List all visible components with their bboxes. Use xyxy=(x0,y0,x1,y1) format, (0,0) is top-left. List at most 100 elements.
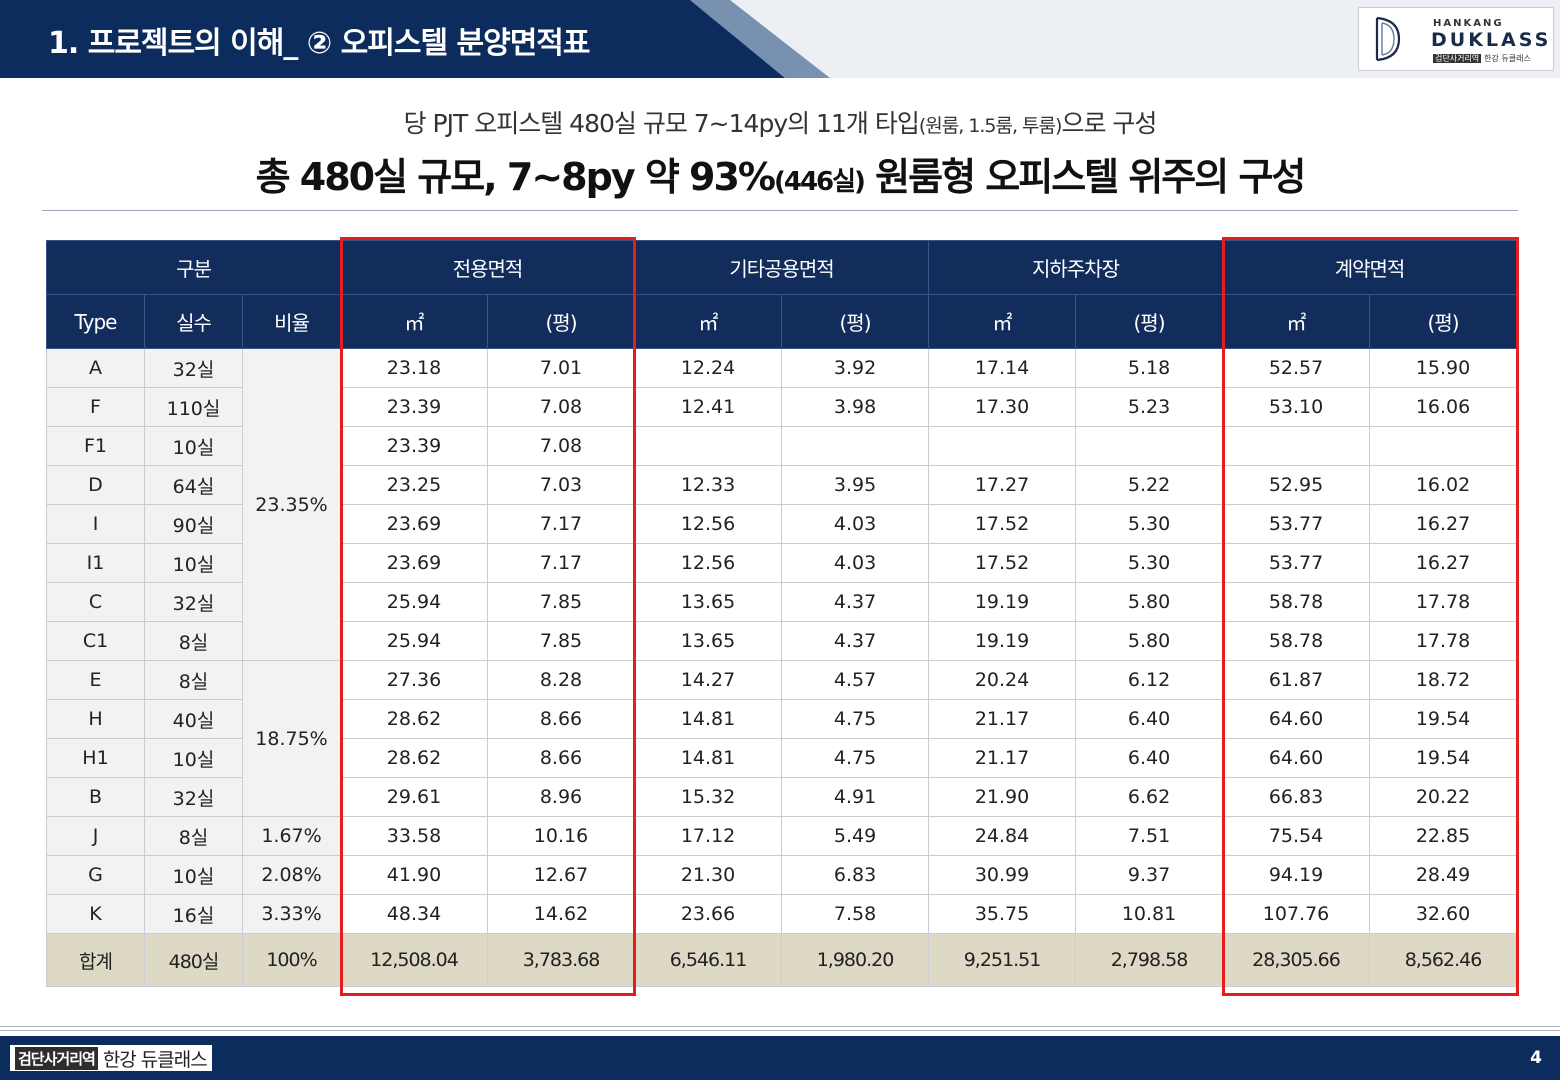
table-cell: F1 xyxy=(46,426,145,466)
table-cell: 16실 xyxy=(144,894,243,934)
total-cell: 합계 xyxy=(46,933,145,987)
table-group-header: 구분 전용면적 기타공용면적 지하주차장 계약면적 xyxy=(46,240,1518,295)
table-cell: G xyxy=(46,855,145,895)
table-cell: 5.80 xyxy=(1075,582,1224,622)
table-cell: 21.30 xyxy=(634,855,783,895)
summary-line-2: 총 480실 규모, 7~8py 약 93%(446실) 원룸형 오피스텔 위주… xyxy=(255,155,1307,199)
table-cell: 5.22 xyxy=(1075,465,1224,505)
total-cell: 1,980.20 xyxy=(781,933,930,987)
footer-bar xyxy=(0,1036,1560,1080)
table-cell: 15.32 xyxy=(634,777,783,817)
table-cell: E xyxy=(46,660,145,700)
table-cell: 64.60 xyxy=(1222,738,1371,778)
table-cell: 15.90 xyxy=(1369,348,1518,388)
table-cell: 14.27 xyxy=(634,660,783,700)
table-cell: B xyxy=(46,777,145,817)
total-cell: 100% xyxy=(242,933,341,987)
table-cell: 8실 xyxy=(144,621,243,661)
table-cell: 4.37 xyxy=(781,621,930,661)
table-cell: 64실 xyxy=(144,465,243,505)
table-cell: 23.18 xyxy=(340,348,488,388)
table-row: H 40실 28.62 8.66 14.81 4.75 21.17 6.40 64.60 19.5… xyxy=(46,699,1518,739)
table-cell: 10실 xyxy=(144,855,243,895)
total-cell: 6,546.11 xyxy=(634,933,783,987)
table-row: F 110실 23.39 7.08 12.41 3.98 17.30 5.23 53.10 16.… xyxy=(46,387,1518,427)
column-header: 실수 xyxy=(144,294,243,349)
table-cell: 23.39 xyxy=(340,387,488,427)
table-cell: 5.49 xyxy=(781,816,930,856)
table-cell: 10.16 xyxy=(486,816,636,856)
table-cell: C1 xyxy=(46,621,145,661)
group-header: 계약면적 xyxy=(1222,240,1518,295)
ratio-cell: 23.35% xyxy=(242,348,341,661)
table-cell: 17.78 xyxy=(1369,582,1518,622)
table-cell: 35.75 xyxy=(928,894,1077,934)
table-cell: 23.25 xyxy=(340,465,488,505)
table-row: K 16실 3.33% 48.34 14.62 23.66 7.58 35.75 10.81 10… xyxy=(46,894,1518,934)
table-cell: 5.23 xyxy=(1075,387,1224,427)
table-cell: 12.41 xyxy=(634,387,783,427)
table-cell: 13.65 xyxy=(634,582,783,622)
table-row: F1 10실 23.39 7.08 xyxy=(46,426,1518,466)
table-cell: 19.54 xyxy=(1369,738,1518,778)
table-cell: 10실 xyxy=(144,738,243,778)
ratio-cell: 2.08% xyxy=(242,855,341,895)
table-cell: I xyxy=(46,504,145,544)
table-cell: 12.24 xyxy=(634,348,783,388)
table-cell: 20.22 xyxy=(1369,777,1518,817)
table-cell: 48.34 xyxy=(340,894,488,934)
table-cell: 17.27 xyxy=(928,465,1077,505)
table-cell: 5.30 xyxy=(1075,504,1224,544)
logo-main-text: DUKLASS xyxy=(1431,29,1552,51)
table-cell: 17.14 xyxy=(928,348,1077,388)
table-cell: 3.98 xyxy=(781,387,930,427)
table-cell: I1 xyxy=(46,543,145,583)
table-row: I1 10실 23.69 7.17 12.56 4.03 17.52 5.30 53.77 16.… xyxy=(46,543,1518,583)
table-cell: 32실 xyxy=(144,348,243,388)
table-cell: 21.90 xyxy=(928,777,1077,817)
header-bar: 1. 프로젝트의 이해_ ② 오피스텔 분양면적표 HANKANG DUKLAS… xyxy=(0,0,1560,78)
column-header: Type xyxy=(46,294,145,349)
table-cell: 8실 xyxy=(144,816,243,856)
table-cell: D xyxy=(46,465,145,505)
column-header: ㎡ xyxy=(928,294,1077,349)
table-cell: 5.18 xyxy=(1075,348,1224,388)
table-cell: 90실 xyxy=(144,504,243,544)
table-row: A 32실 23.35% 23.18 7.01 12.24 3.92 17.14 5.18 52.… xyxy=(46,348,1518,661)
highlight-contract-area xyxy=(1222,237,1519,996)
column-header: 비율 xyxy=(242,294,341,349)
table-cell: 7.03 xyxy=(486,465,636,505)
table-cell: 12.56 xyxy=(634,504,783,544)
total-cell: 9,251.51 xyxy=(928,933,1077,987)
total-cell: 480실 xyxy=(144,933,243,987)
table-cell: 17.52 xyxy=(928,504,1077,544)
total-cell: 28,305.66 xyxy=(1222,933,1371,987)
table-cell: 5.30 xyxy=(1075,543,1224,583)
table-cell: 21.17 xyxy=(928,699,1077,739)
summary-line-1: 당 PJT 오피스텔 480실 규모 7~14py의 11개 타입(원룸, 1.… xyxy=(403,109,1158,138)
ratio-cell: 3.33% xyxy=(242,894,341,934)
table-cell: H1 xyxy=(46,738,145,778)
table-cell xyxy=(1222,426,1371,466)
table-cell: 10.81 xyxy=(1075,894,1224,934)
table-cell: C xyxy=(46,582,145,622)
table-cell: K xyxy=(46,894,145,934)
table-cell xyxy=(634,426,783,466)
brand-logo: HANKANG DUKLASS 검단사거리역 한강 듀클래스 xyxy=(1358,7,1554,71)
table-cell: 6.62 xyxy=(1075,777,1224,817)
table-row: H1 10실 28.62 8.66 14.81 4.75 21.17 6.40 64.60 19.… xyxy=(46,738,1518,778)
table-cell: 4.91 xyxy=(781,777,930,817)
table-cell: 18.72 xyxy=(1369,660,1518,700)
table-row: C 32실 25.94 7.85 13.65 4.37 19.19 5.80 58.78 17.7… xyxy=(46,582,1518,622)
table-cell xyxy=(928,426,1077,466)
column-header: (평) xyxy=(1369,294,1518,349)
table-cell: 12.33 xyxy=(634,465,783,505)
header-band xyxy=(0,0,785,78)
table-cell: 107.76 xyxy=(1222,894,1371,934)
table-cell: 23.69 xyxy=(340,543,488,583)
column-header: (평) xyxy=(781,294,930,349)
table-cell: 41.90 xyxy=(340,855,488,895)
highlight-exclusive-area xyxy=(340,237,636,996)
total-cell: 12,508.04 xyxy=(340,933,488,987)
table-cell: 6.40 xyxy=(1075,699,1224,739)
